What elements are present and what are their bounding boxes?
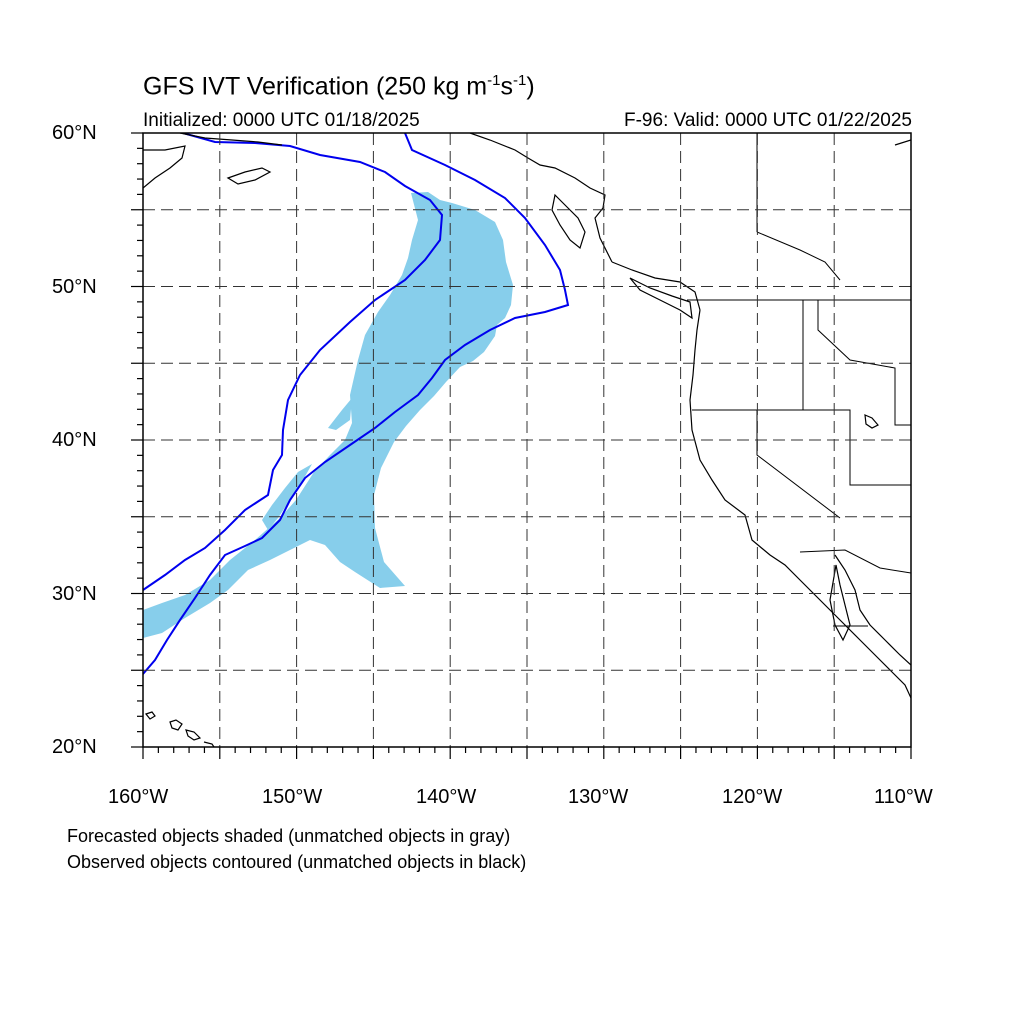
forecast-object-shade xyxy=(143,192,513,638)
valid-time: F-96: Valid: 0000 UTC 01/22/2025 xyxy=(624,110,912,131)
footnote-forecast: Forecasted objects shaded (unmatched obj… xyxy=(67,826,511,846)
observed-object-contour xyxy=(143,133,570,675)
coastline xyxy=(143,133,911,747)
lat-label-50n: 50°N xyxy=(52,276,97,298)
initialized-time: Initialized: 0000 UTC 01/18/2025 xyxy=(143,110,420,131)
forecast-object-fragment xyxy=(328,398,352,430)
lon-label-120w: 120°W xyxy=(722,786,783,808)
lat-label-60n: 60°N xyxy=(52,122,97,144)
map-title: GFS IVT Verification (250 kg m-1s-1) xyxy=(143,72,535,101)
lon-label-130w: 130°W xyxy=(568,786,629,808)
lat-label-40n: 40°N xyxy=(52,429,97,451)
lat-label-30n: 30°N xyxy=(52,583,97,605)
state-borders xyxy=(687,133,911,627)
axis-ticks xyxy=(131,132,912,759)
footnote-observed: Observed objects contoured (unmatched ob… xyxy=(67,852,527,872)
lat-label-20n: 20°N xyxy=(52,736,97,758)
lat-lon-grid xyxy=(143,133,911,747)
lon-label-110w: 110°W xyxy=(874,786,933,808)
forecast-object-fragment xyxy=(262,464,312,530)
lon-label-160w: 160°W xyxy=(108,786,169,808)
observed-object-contour xyxy=(143,133,444,591)
lon-label-140w: 140°W xyxy=(416,786,477,808)
lon-label-150w: 150°W xyxy=(262,786,323,808)
